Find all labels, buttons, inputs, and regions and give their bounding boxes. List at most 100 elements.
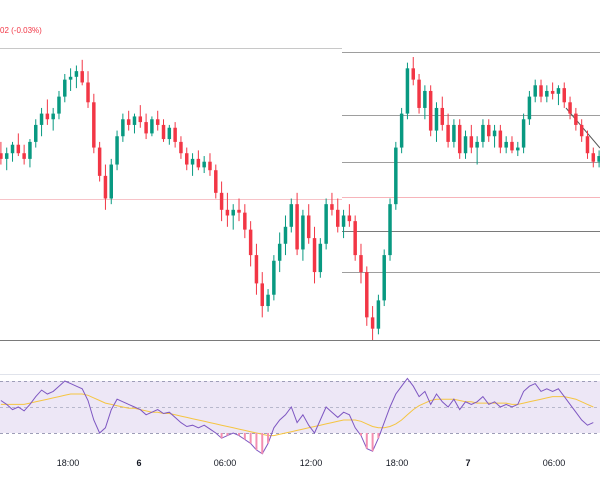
candle xyxy=(57,90,61,120)
candle xyxy=(306,204,311,244)
candle-body xyxy=(179,141,183,154)
candle-body xyxy=(469,136,474,148)
candle xyxy=(86,71,90,108)
candle xyxy=(0,141,3,165)
candle-body xyxy=(109,164,113,199)
candle xyxy=(585,130,590,159)
candle xyxy=(591,147,596,168)
candle xyxy=(353,215,357,261)
candle xyxy=(208,153,212,176)
candle-body xyxy=(591,153,596,162)
candle xyxy=(167,124,172,145)
candle-body xyxy=(347,215,352,222)
candle-body xyxy=(63,79,67,97)
candle xyxy=(434,102,439,142)
candle xyxy=(463,130,468,159)
candle-body xyxy=(248,229,253,256)
candle xyxy=(481,119,485,148)
candle xyxy=(469,124,474,154)
candle-body xyxy=(126,119,131,125)
candle xyxy=(103,164,108,210)
candle xyxy=(109,158,113,205)
candle-body xyxy=(452,124,456,142)
candle-body xyxy=(376,300,381,329)
candle xyxy=(132,113,137,134)
candle xyxy=(173,122,177,148)
time-axis-tick: 12:00 xyxy=(300,458,323,468)
rsi-line xyxy=(0,377,594,455)
candle-body xyxy=(173,127,177,142)
candle xyxy=(202,156,206,174)
candle-body xyxy=(301,215,305,250)
candle xyxy=(68,68,73,91)
candle xyxy=(22,144,26,165)
time-axis[interactable]: 18:00 6 06:00 12:00 18:00 7 06:00 xyxy=(57,458,566,468)
candle xyxy=(144,113,148,140)
candle xyxy=(161,119,166,142)
candle-body xyxy=(150,119,154,134)
candle-body xyxy=(568,102,572,114)
candle xyxy=(138,105,143,128)
candle-body xyxy=(312,238,317,273)
candle xyxy=(539,79,543,103)
candle-body xyxy=(492,130,497,137)
candle-body xyxy=(196,158,201,168)
candle-body xyxy=(463,136,468,154)
candle-body xyxy=(34,124,38,142)
candle xyxy=(92,93,96,154)
candle-body xyxy=(399,113,404,148)
candle-body xyxy=(277,243,282,261)
candle-body xyxy=(574,113,578,125)
candle xyxy=(527,90,532,125)
candle xyxy=(312,226,317,284)
candle-body xyxy=(121,119,125,137)
candle xyxy=(417,73,421,114)
candle xyxy=(394,141,398,210)
candle-body xyxy=(457,124,462,154)
candle xyxy=(179,136,183,159)
fib-levels xyxy=(0,48,600,341)
candle-body xyxy=(365,272,369,318)
candle xyxy=(283,215,288,256)
candle xyxy=(301,209,305,261)
candle-body xyxy=(0,153,3,159)
candle xyxy=(336,198,340,233)
candle xyxy=(51,107,55,131)
candle xyxy=(359,243,363,284)
candle xyxy=(428,85,433,137)
candle-body xyxy=(28,141,32,159)
candle xyxy=(487,119,491,142)
candle-body xyxy=(394,147,398,205)
candle-body xyxy=(516,147,520,151)
candle xyxy=(324,198,328,250)
candle xyxy=(365,266,369,326)
candle-body xyxy=(388,204,392,256)
candle-body xyxy=(214,170,218,193)
candle-body xyxy=(202,161,206,168)
candle xyxy=(74,65,79,89)
candle-body xyxy=(579,124,584,137)
candle-body xyxy=(161,124,166,140)
time-axis-tick: 7 xyxy=(465,458,470,468)
candle xyxy=(498,124,503,154)
candle-body xyxy=(132,116,137,125)
candle xyxy=(277,232,282,273)
candle xyxy=(510,136,514,154)
candle xyxy=(452,119,456,148)
candle xyxy=(341,209,346,239)
candle xyxy=(196,150,201,171)
candle-body xyxy=(39,113,44,125)
candle-body xyxy=(545,90,549,97)
candle-body xyxy=(597,156,600,162)
candle-body xyxy=(219,192,224,210)
candle xyxy=(545,85,549,103)
candle xyxy=(150,116,154,137)
candle xyxy=(388,198,392,261)
candle-body xyxy=(289,204,294,227)
candle xyxy=(248,221,253,267)
candle xyxy=(254,243,259,295)
candle-body xyxy=(208,161,212,171)
candle-body xyxy=(382,255,386,301)
candle-body xyxy=(86,82,90,103)
